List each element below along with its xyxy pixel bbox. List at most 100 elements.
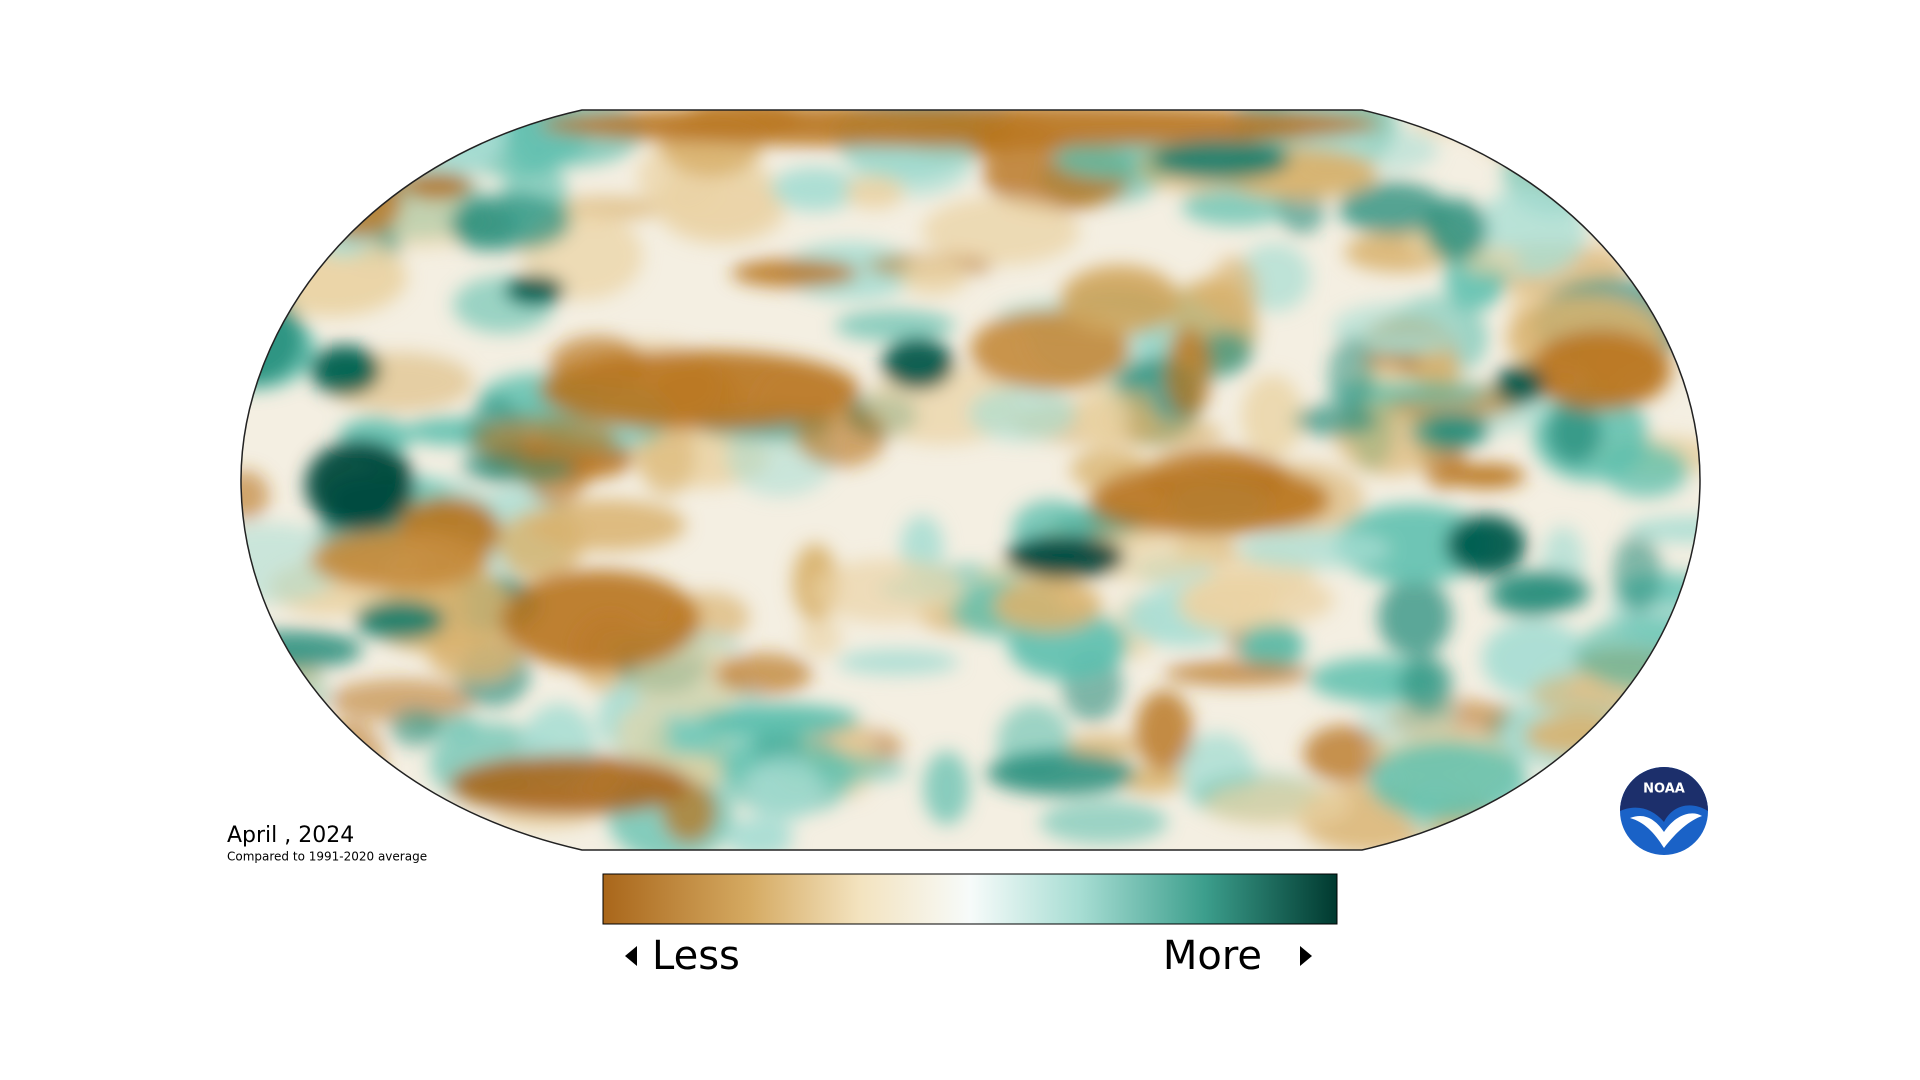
anomaly-patch xyxy=(305,440,415,530)
anomaly-patch xyxy=(810,558,966,624)
anomaly-patch xyxy=(241,291,304,385)
logo-text: NOAA xyxy=(1643,782,1685,797)
anomaly-patch xyxy=(1530,330,1670,410)
anomaly-patch xyxy=(1237,529,1391,570)
anomaly-patch xyxy=(1619,110,1700,160)
anomaly-patch xyxy=(1411,110,1523,137)
anomaly-patch xyxy=(731,259,859,288)
anomaly-patch xyxy=(1613,533,1662,615)
anomaly-patch xyxy=(540,110,1380,147)
anomaly-patch xyxy=(1446,515,1526,575)
anomaly-patch xyxy=(241,630,363,670)
anomaly-patch xyxy=(1150,140,1290,180)
anomaly-patch xyxy=(390,709,441,747)
anomaly-patch xyxy=(1409,412,1479,452)
anomaly-patch xyxy=(450,193,572,251)
anomaly-patch xyxy=(369,110,435,183)
anomaly-patch xyxy=(1060,265,1180,335)
anomaly-patch xyxy=(241,174,292,247)
anomaly-patch xyxy=(1188,277,1242,309)
anomaly-patch xyxy=(1293,404,1378,437)
legend-high-label: More xyxy=(1163,933,1262,979)
anomaly-patch xyxy=(1165,327,1213,418)
color-scale xyxy=(602,873,1338,925)
anomaly-patch xyxy=(1528,110,1652,193)
anomaly-patch xyxy=(1078,382,1130,452)
less-arrow xyxy=(625,946,637,966)
anomaly-patch xyxy=(471,415,618,463)
anomaly-patch xyxy=(1121,766,1184,794)
anomaly-patch xyxy=(1200,330,1253,374)
anomaly-patch xyxy=(844,175,905,209)
anomaly-patch xyxy=(304,737,347,784)
anomaly-patch xyxy=(1512,110,1668,136)
anomaly-patch xyxy=(1470,110,1587,162)
anomaly-patch xyxy=(770,167,861,212)
anomaly-patch xyxy=(1005,535,1125,579)
anomaly-patch xyxy=(993,578,1103,632)
anomaly-patch xyxy=(923,751,970,825)
anomaly-patch xyxy=(1500,570,1591,613)
anomaly-patch xyxy=(540,350,860,430)
anomaly-patch xyxy=(241,523,346,604)
anomaly-patch xyxy=(256,237,408,317)
anomaly-patch xyxy=(498,509,584,580)
anomaly-patch xyxy=(726,816,794,850)
anomaly-patch xyxy=(355,600,445,640)
anomaly-patch xyxy=(1241,374,1304,459)
noaa-logo: NOAA xyxy=(1620,767,1708,855)
anomaly-patch xyxy=(615,704,670,766)
anomaly-patch xyxy=(836,649,960,675)
date-label: April , 2024 xyxy=(227,823,354,848)
legend-low-label: Less xyxy=(652,933,740,979)
anomaly-patch xyxy=(340,780,392,822)
anomaly-patch xyxy=(1593,201,1634,252)
subtitle: Compared to 1991-2020 average xyxy=(227,850,427,864)
anomaly-patch xyxy=(1164,660,1312,686)
anomaly-patch xyxy=(882,338,954,390)
anomaly-patch xyxy=(968,386,1077,442)
map-outline xyxy=(240,109,1701,851)
anomaly-patch xyxy=(273,681,331,707)
anomaly-patch xyxy=(1446,463,1526,489)
anomaly-patch xyxy=(714,653,813,696)
anomaly-patch xyxy=(1303,725,1387,783)
anomaly-patch xyxy=(1334,504,1493,584)
anomaly-patch xyxy=(1135,690,1194,772)
anomaly-patch xyxy=(1177,575,1279,632)
anomaly-patch xyxy=(450,755,690,815)
anomaly-patch xyxy=(795,403,888,468)
anomaly-patch xyxy=(657,178,787,246)
anomaly-patch xyxy=(700,704,860,736)
anomaly-patch xyxy=(986,751,1137,796)
anomaly-patch xyxy=(1602,443,1690,498)
anomaly-patch xyxy=(799,617,843,658)
anomaly-patch xyxy=(500,570,700,670)
anomaly-patch xyxy=(1203,780,1351,828)
more-arrow xyxy=(1300,946,1312,966)
anomaly-patch xyxy=(1239,622,1305,671)
anomaly-patch xyxy=(1547,402,1602,465)
anomaly-patch xyxy=(1424,198,1488,262)
anomaly-patch xyxy=(1278,186,1325,235)
anomaly-patch xyxy=(1399,655,1453,715)
anomaly-patch xyxy=(1524,715,1624,756)
anomaly-patch xyxy=(1574,615,1700,692)
anomaly-patch xyxy=(327,678,477,722)
anomaly-patch xyxy=(1181,187,1291,226)
anomaly-patch xyxy=(1090,465,1330,535)
anomaly-patch xyxy=(747,755,820,824)
anomaly-patch xyxy=(1367,740,1528,821)
anomaly-patch xyxy=(1377,577,1452,658)
anomaly-patch xyxy=(1627,516,1700,543)
anomaly-patch xyxy=(402,171,473,200)
anomaly-patch xyxy=(310,530,490,590)
anomaly-patch xyxy=(1338,181,1447,235)
anomaly-patch xyxy=(241,470,270,521)
anomaly-patch xyxy=(1104,419,1224,448)
anomaly-patch xyxy=(1630,198,1700,271)
anomaly-patch xyxy=(899,256,969,296)
anomaly-patch xyxy=(241,110,278,145)
